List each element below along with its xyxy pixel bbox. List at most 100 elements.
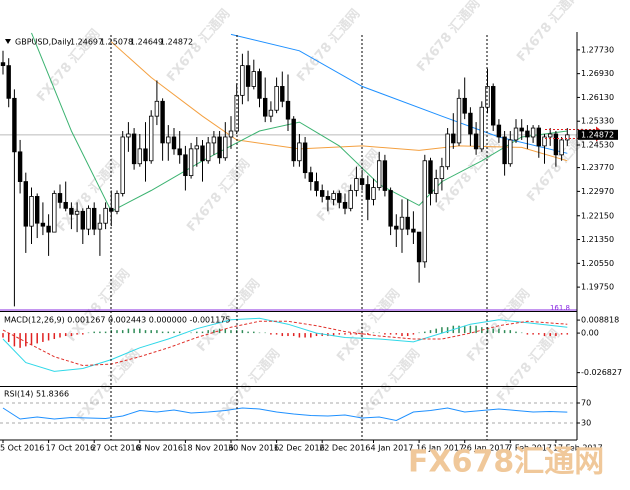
candle-body bbox=[433, 178, 439, 194]
price-tag bbox=[578, 129, 618, 140]
y-tick-label: 1.22150 bbox=[581, 211, 614, 220]
ohlc-label: 1.24697 bbox=[70, 38, 103, 47]
candle-body bbox=[468, 112, 473, 135]
candle-body bbox=[171, 136, 177, 150]
candle-body bbox=[268, 109, 274, 117]
candle-body bbox=[473, 133, 479, 150]
y-tick-label: 70 bbox=[581, 399, 591, 408]
candle-body bbox=[0, 62, 6, 67]
candle-body bbox=[565, 134, 570, 141]
candle-body bbox=[548, 133, 553, 138]
candle-body bbox=[291, 118, 296, 162]
candle-body bbox=[337, 193, 342, 203]
candle-body bbox=[177, 148, 182, 156]
x-tick-label: 26 Jan 2017 bbox=[462, 444, 510, 453]
candle-body bbox=[143, 148, 148, 162]
candle-body bbox=[428, 160, 433, 194]
menu-triangle bbox=[5, 39, 11, 44]
y-tick-label: 0.008818 bbox=[581, 316, 619, 325]
x-tick-label: 17 Feb 2017 bbox=[553, 444, 603, 453]
x-tick-label: 7 Feb 2017 bbox=[507, 444, 552, 453]
candle-body bbox=[365, 184, 370, 200]
plot-area: 1.27730 1.26930 1.26130 1.25330 1.24530 1.237… bbox=[0, 32, 622, 453]
ohlc-label: 1.24649 bbox=[130, 38, 163, 47]
candle-body bbox=[86, 207, 91, 230]
candle-body bbox=[376, 160, 382, 188]
x-tick-label: 17 Oct 2016 bbox=[46, 444, 95, 453]
y-tick-label: 1.20550 bbox=[581, 259, 614, 268]
candle-body bbox=[131, 133, 137, 165]
x-tick-label: 22 Dec 2016 bbox=[319, 444, 370, 453]
candle-body bbox=[462, 97, 467, 114]
candle-body bbox=[23, 181, 28, 227]
candle-body bbox=[137, 148, 142, 165]
price-tag-label: 1.24872 bbox=[581, 130, 614, 139]
candle-body bbox=[257, 71, 262, 99]
x-tick-label: 5 Oct 2016 bbox=[0, 444, 44, 453]
y-tick-label: 1.19750 bbox=[581, 283, 614, 292]
candle-body bbox=[80, 210, 85, 230]
candle-body bbox=[302, 142, 308, 174]
candle-body bbox=[114, 193, 120, 212]
y-tick-label: 30 bbox=[581, 419, 591, 428]
y-tick-label: 0.00 bbox=[581, 329, 599, 338]
candle-body bbox=[382, 160, 388, 191]
candle-body bbox=[29, 196, 34, 227]
candle-body bbox=[308, 172, 313, 182]
y-tick-label: 1.26130 bbox=[581, 93, 614, 102]
candle-body bbox=[251, 71, 256, 87]
candle-body bbox=[439, 166, 445, 179]
candle-body bbox=[331, 193, 336, 200]
candle-body bbox=[148, 115, 154, 162]
candle-body bbox=[200, 145, 205, 162]
candle-body bbox=[496, 124, 502, 138]
candle-body bbox=[166, 136, 171, 144]
candle-body bbox=[422, 160, 427, 263]
y-tick-label: -0.026827 bbox=[581, 368, 622, 377]
y-tick-label: 1.27730 bbox=[581, 45, 614, 54]
candle-body bbox=[559, 139, 564, 156]
candle-body bbox=[553, 133, 559, 156]
candle-body bbox=[416, 231, 422, 263]
candle-body bbox=[262, 97, 268, 117]
indicator-line bbox=[2, 320, 568, 367]
candle-body bbox=[17, 151, 23, 182]
candle-body bbox=[183, 154, 188, 177]
candle-body bbox=[57, 193, 63, 203]
candle-body bbox=[40, 222, 46, 227]
candle-body bbox=[280, 86, 285, 102]
ohlc-label: 1.24872 bbox=[160, 38, 193, 47]
candle-body bbox=[371, 187, 376, 200]
candle-body bbox=[35, 196, 40, 224]
candle-body bbox=[285, 100, 291, 120]
candle-body bbox=[536, 127, 541, 147]
candle-body bbox=[348, 190, 353, 209]
candle-body bbox=[63, 201, 68, 209]
candle-body bbox=[188, 148, 194, 177]
candle-body bbox=[502, 136, 507, 165]
y-tick-label: 1.21350 bbox=[581, 235, 614, 244]
candle-body bbox=[542, 136, 547, 147]
candle-body bbox=[217, 136, 222, 159]
candle-body bbox=[154, 100, 160, 117]
candle-body bbox=[245, 65, 251, 87]
candle-body bbox=[126, 133, 131, 138]
x-tick-label: 16 Jan 2017 bbox=[416, 444, 464, 453]
macd-label: MACD(12,26,9) 0.001267 0.002443 0.000000… bbox=[4, 316, 231, 325]
candle-body bbox=[530, 127, 536, 138]
logo: FX678汇通网 bbox=[408, 445, 604, 480]
candle-body bbox=[12, 97, 17, 153]
x-tick-label: 30 Nov 2016 bbox=[228, 444, 279, 453]
candle-body bbox=[405, 216, 410, 230]
candle-body bbox=[274, 86, 279, 111]
y-tick-label: 1.23770 bbox=[581, 163, 614, 172]
candle-body bbox=[354, 178, 359, 191]
candle-body bbox=[388, 190, 393, 227]
x-tick-label: 8 Nov 2016 bbox=[137, 444, 183, 453]
y-tick-label: 1.25330 bbox=[581, 117, 614, 126]
candle-body bbox=[342, 201, 348, 209]
candle-body bbox=[508, 139, 513, 165]
candle-body bbox=[205, 142, 211, 162]
